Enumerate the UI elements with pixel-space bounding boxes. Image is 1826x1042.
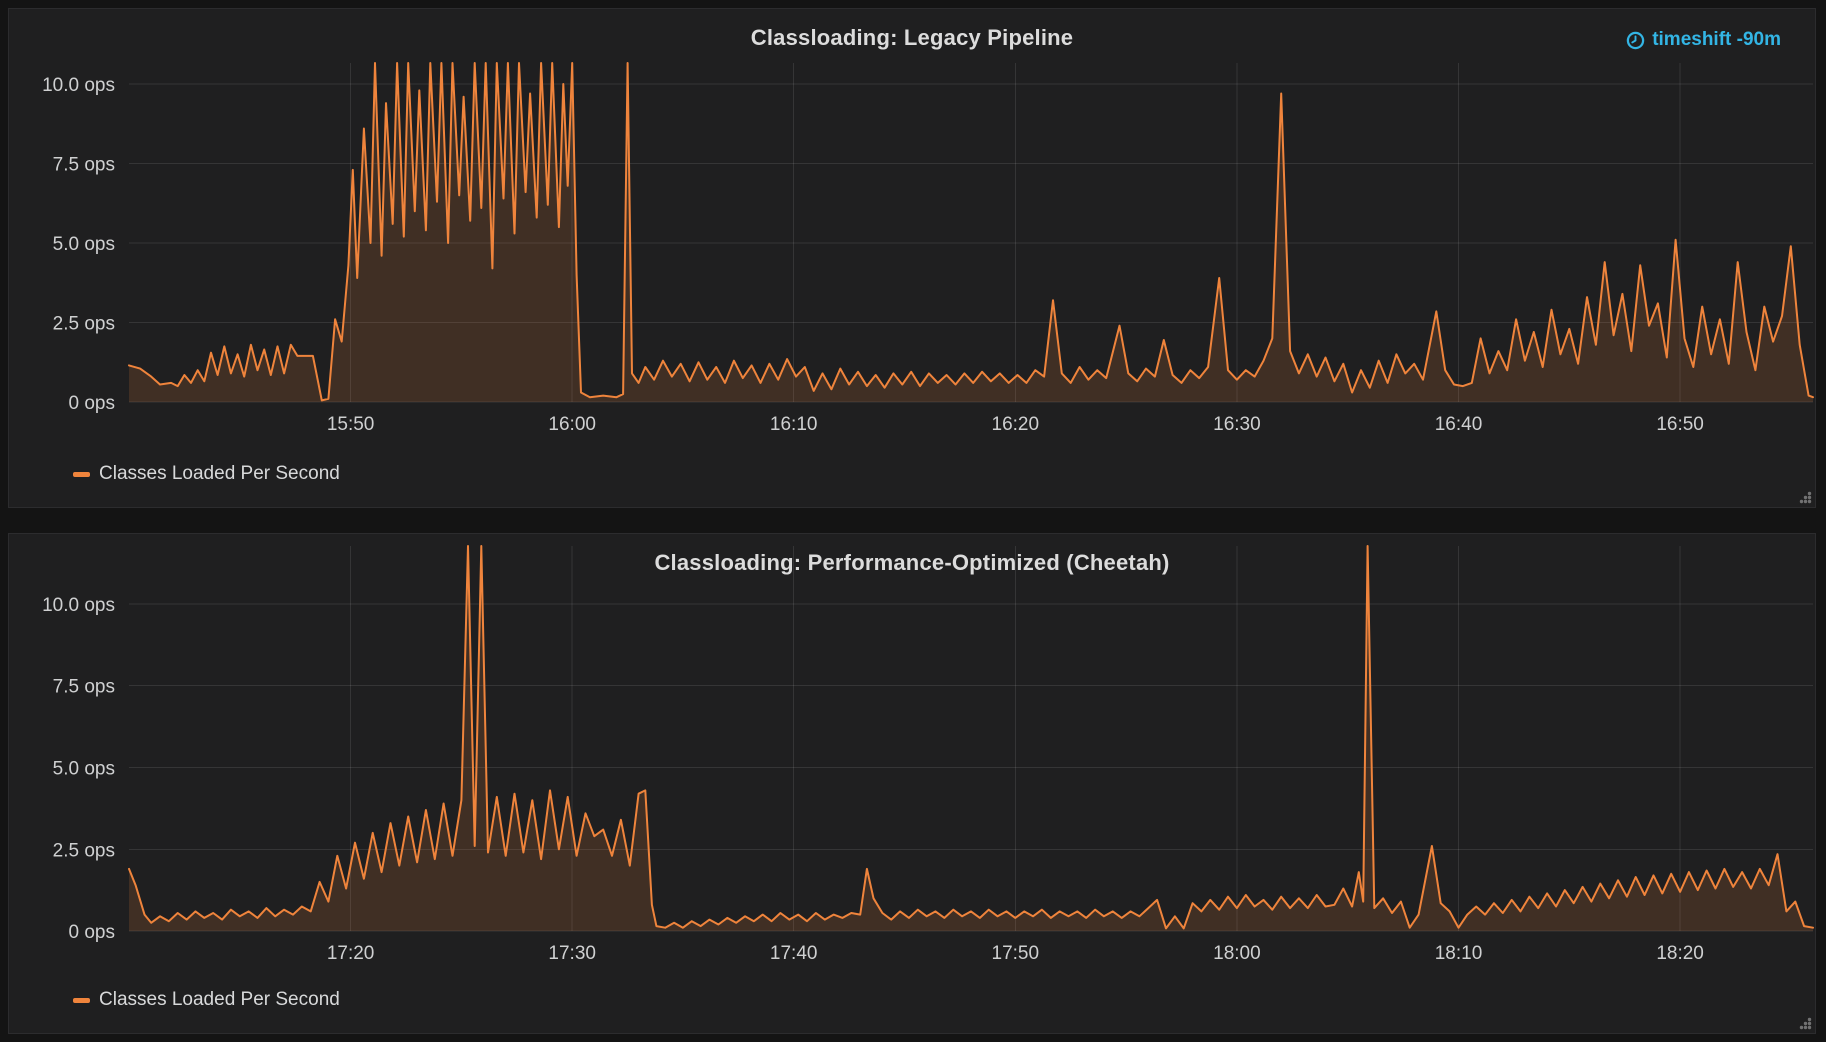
x-tick-label: 16:40 [1435,414,1483,435]
x-tick-label: 17:30 [548,943,596,964]
x-tick-label: 16:10 [770,414,818,435]
chart-canvas[interactable]: 10.0 ops 7.5 ops 5.0 ops 2.5 ops 0 ops 17:20 1… [9,534,1817,994]
x-tick-label: 17:50 [992,943,1040,964]
grid [129,63,1813,403]
y-tick-label: 2.5 ops [53,840,115,861]
legend-item[interactable]: Classes Loaded Per Second [73,463,340,485]
axis-tick-labels: 10.0 ops 7.5 ops 5.0 ops 2.5 ops 0 ops 17:20 1… [42,595,1704,964]
y-tick-label: 0 ops [69,393,115,414]
y-tick-label: 5.0 ops [53,234,115,255]
series-line [128,545,1814,930]
legend-series-label: Classes Loaded Per Second [99,463,340,484]
x-tick-label: 18:20 [1656,943,1704,964]
panel-title[interactable]: Classloading: Legacy Pipeline [750,25,1074,50]
timeshift-link[interactable]: timeshift -90m [1626,29,1781,51]
clock-icon [1626,31,1645,49]
x-tick-label: 16:00 [548,414,596,435]
legend: Classes Loaded Per Second [73,989,340,1011]
axis-tick-labels: 10.0 ops 7.5 ops 5.0 ops 2.5 ops 0 ops 15:50 1… [42,75,1704,435]
chart-canvas[interactable]: 10.0 ops 7.5 ops 5.0 ops 2.5 ops 0 ops 15:50 1… [9,9,1817,469]
y-tick-label: 7.5 ops [53,155,115,176]
legend-series-marker [73,997,90,1003]
legend-series-marker [73,471,90,477]
x-tick-label: 16:50 [1656,414,1704,435]
y-tick-label: 10.0 ops [42,75,115,96]
x-tick-label: 17:20 [327,943,375,964]
y-tick-label: 0 ops [69,922,115,943]
timeshift-label: timeshift -90m [1652,29,1781,50]
x-tick-label: 16:30 [1213,414,1261,435]
series-area [129,546,1813,931]
x-tick-label: 16:20 [992,414,1040,435]
panel-cheetah: 10.0 ops 7.5 ops 5.0 ops 2.5 ops 0 ops 17:20 1… [8,533,1816,1034]
y-tick-label: 7.5 ops [53,677,115,698]
panel-title[interactable]: Classloading: Performance-Optimized (Che… [654,550,1170,575]
y-tick-label: 5.0 ops [53,759,115,780]
series-line [128,62,1814,402]
x-tick-label: 18:00 [1213,943,1261,964]
x-tick-label: 18:10 [1435,943,1483,964]
resize-grip-icon[interactable] [1797,489,1812,504]
panel-legacy-pipeline: 10.0 ops 7.5 ops 5.0 ops 2.5 ops 0 ops 15:50 1… [8,8,1816,508]
legend-item[interactable]: Classes Loaded Per Second [73,989,340,1011]
legend: Classes Loaded Per Second [73,463,340,485]
x-tick-label: 15:50 [327,414,375,435]
y-tick-label: 10.0 ops [42,595,115,616]
y-tick-label: 2.5 ops [53,314,115,335]
legend-series-label: Classes Loaded Per Second [99,989,340,1010]
x-tick-label: 17:40 [770,943,818,964]
resize-grip-icon[interactable] [1797,1015,1812,1030]
